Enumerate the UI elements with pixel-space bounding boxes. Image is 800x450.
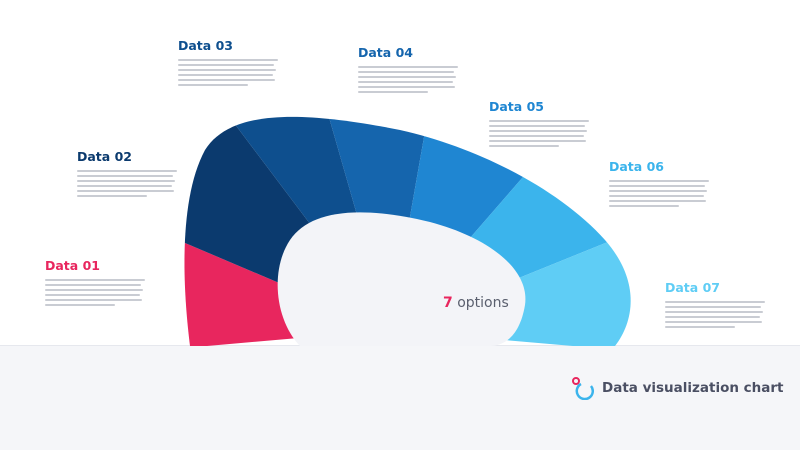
segment-4 <box>307 116 443 330</box>
label-title: Data 06 <box>609 159 664 174</box>
floor-background <box>0 345 800 450</box>
label-title: Data 04 <box>358 45 413 60</box>
placeholder-text-lines <box>358 66 483 93</box>
options-count: 7 options <box>443 295 509 311</box>
label-data-2: Data 02 <box>77 149 202 200</box>
chart-logo-icon <box>572 377 594 400</box>
placeholder-text-lines <box>665 301 790 328</box>
label-data-7: Data 07 <box>665 280 790 331</box>
label-data-1: Data 01 <box>45 258 170 309</box>
label-title: Data 05 <box>489 99 544 114</box>
placeholder-text-lines <box>77 170 202 197</box>
label-data-3: Data 03 <box>178 38 303 89</box>
label-title: Data 02 <box>77 149 132 164</box>
label-data-5: Data 05 <box>489 99 614 150</box>
placeholder-text-lines <box>489 120 614 147</box>
placeholder-text-lines <box>609 180 734 207</box>
footer-title: Data visualization chart <box>602 380 784 396</box>
label-title: Data 01 <box>45 258 100 273</box>
label-data-6: Data 06 <box>609 159 734 210</box>
placeholder-text-lines <box>45 279 170 306</box>
center-blob <box>277 212 526 346</box>
placeholder-text-lines <box>178 59 303 86</box>
label-data-4: Data 04 <box>358 45 483 96</box>
label-title: Data 03 <box>178 38 233 53</box>
footer: Data visualization chart <box>572 376 784 400</box>
label-title: Data 07 <box>665 280 720 295</box>
